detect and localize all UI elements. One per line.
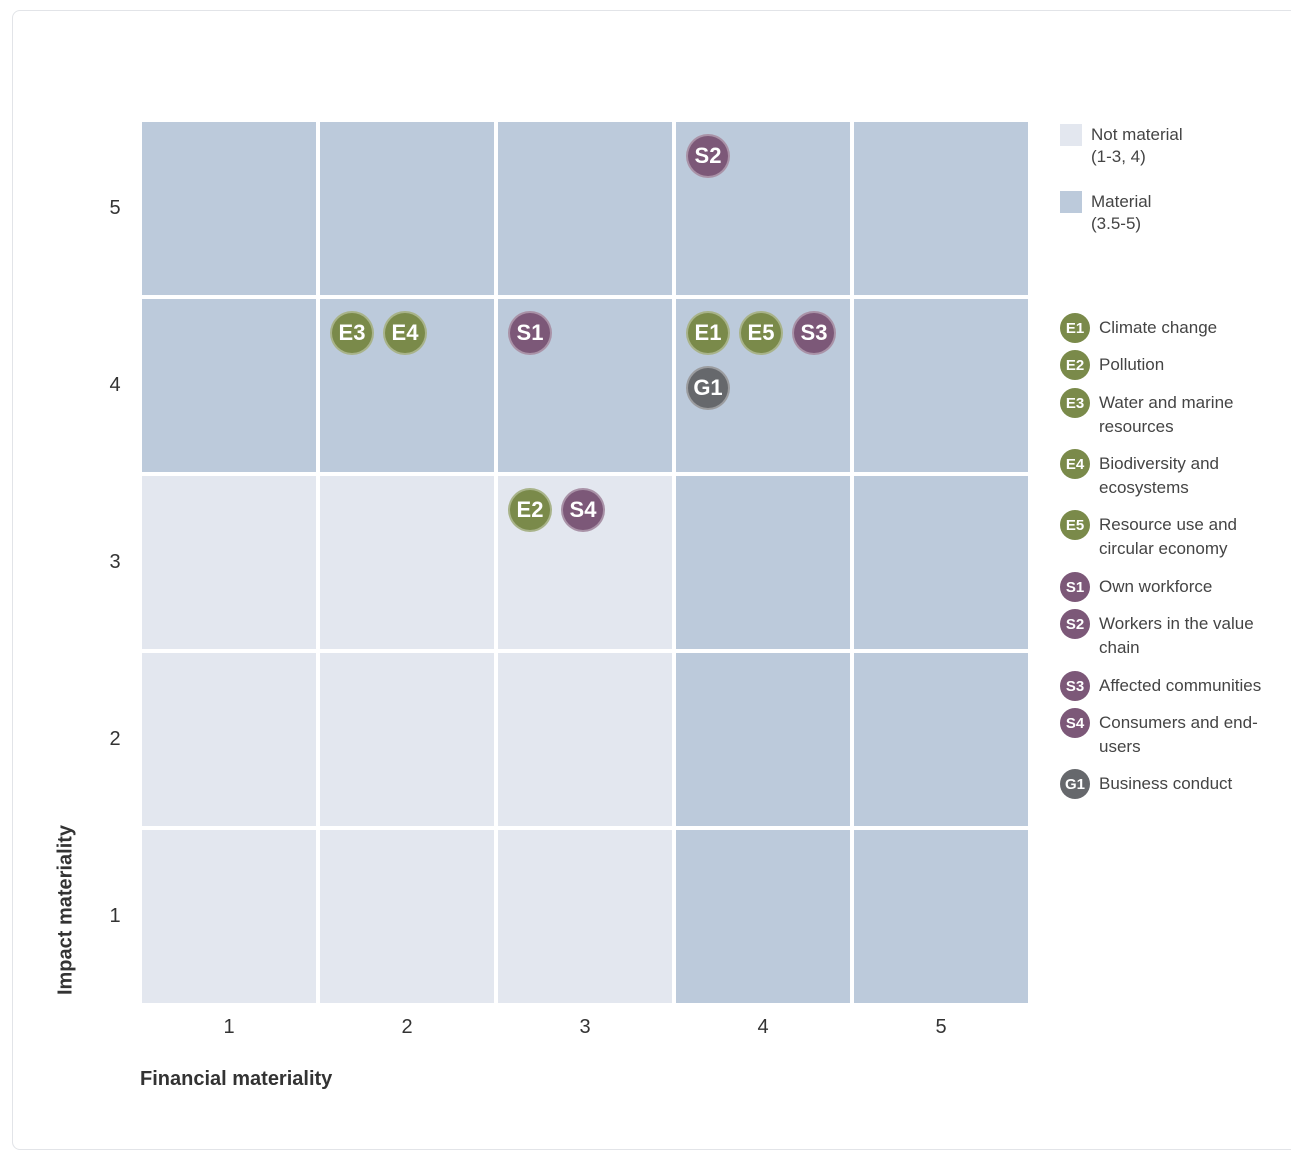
- topic-point[interactable]: S1: [508, 311, 552, 355]
- legend-swatch-material: [1060, 191, 1082, 213]
- x-tick-label: 2: [401, 1016, 413, 1038]
- materiality-grid: S2 E3 E4 S1 E1 E5 S3 G1 E2 S4: [140, 120, 1031, 1007]
- legend-topic-badge: E1: [1060, 313, 1090, 343]
- x-tick-label: 3: [579, 1016, 591, 1038]
- grid-cell: [854, 122, 1028, 295]
- legend-swatch-not-material: [1060, 124, 1082, 146]
- legend-topic-badge: S3: [1060, 671, 1090, 701]
- x-tick-label: 5: [935, 1016, 947, 1038]
- legend-topic-label: Water and marine resources: [1099, 393, 1234, 436]
- grid-cell: [142, 653, 316, 826]
- legend-topic-label: Affected communities: [1099, 676, 1262, 695]
- grid-cell: [676, 476, 850, 649]
- legend-topic-badge: S1: [1060, 572, 1090, 602]
- x-axis-label: Financial materiality: [140, 1068, 333, 1090]
- grid-cell: [320, 830, 494, 1003]
- legend-scale-range: (1-3, 4): [1091, 147, 1146, 166]
- grid-cell: [854, 299, 1028, 472]
- y-tick-label: 2: [109, 727, 121, 750]
- legend-scale-name: Material: [1091, 192, 1152, 211]
- topic-point[interactable]: S4: [561, 488, 605, 532]
- topic-point[interactable]: E3: [330, 311, 374, 355]
- grid-cell: [320, 122, 494, 295]
- topic-point[interactable]: E2: [508, 488, 552, 532]
- legend-topic-label: Pollution: [1099, 355, 1165, 374]
- topic-point[interactable]: G1: [686, 366, 730, 410]
- grid-cell: [320, 476, 494, 649]
- legend-topic-label: Biodiversity and ecosystems: [1099, 454, 1220, 497]
- legend-scale-label: Material (3.5-5): [1091, 191, 1151, 235]
- grid-cell: [498, 122, 672, 295]
- legend-topic-label: Consumers and end-users: [1099, 713, 1258, 756]
- topic-point[interactable]: E5: [739, 311, 783, 355]
- grid-cell: [854, 653, 1028, 826]
- legend-topic-label: Resource use and circular economy: [1099, 515, 1237, 558]
- legend-topic-label: Workers in the value chain: [1099, 614, 1254, 657]
- legend-topic-badge: E2: [1060, 350, 1090, 380]
- x-tick-label: 4: [757, 1016, 769, 1038]
- grid-cell: [320, 653, 494, 826]
- grid-cell: [142, 476, 316, 649]
- legend-scale-range: (3.5-5): [1091, 214, 1142, 233]
- topic-point[interactable]: E4: [383, 311, 427, 355]
- topic-point[interactable]: S3: [792, 311, 836, 355]
- legend-topic-label: Business conduct: [1099, 774, 1233, 793]
- grid-cell: [142, 299, 316, 472]
- topic-point[interactable]: E1: [686, 311, 730, 355]
- grid-cell: [498, 653, 672, 826]
- y-tick-label: 3: [109, 550, 121, 573]
- grid-cell: [854, 830, 1028, 1003]
- grid-cell: [142, 830, 316, 1003]
- grid-cell: [498, 830, 672, 1003]
- y-tick-label: 1: [109, 904, 121, 927]
- y-tick-label: 5: [109, 196, 121, 219]
- legend-scale-name: Not material: [1091, 125, 1183, 144]
- legend-scale-label: Not material (1-3, 4): [1091, 124, 1183, 168]
- topic-point[interactable]: S2: [686, 134, 730, 178]
- legend-topic-badge: E4: [1060, 449, 1090, 479]
- grid-cell: [854, 476, 1028, 649]
- grid-cell: [676, 830, 850, 1003]
- legend-topic-badge: S4: [1060, 708, 1090, 738]
- y-axis-label: Impact materiality: [54, 824, 77, 996]
- grid-cell: [142, 122, 316, 295]
- legend-topic-label: Climate change: [1099, 318, 1218, 337]
- legend-topic-badge: S2: [1060, 609, 1090, 639]
- y-tick-label: 4: [109, 373, 121, 396]
- legend-topic-badge: G1: [1060, 769, 1090, 799]
- grid-cell: [676, 653, 850, 826]
- legend-topic-badge: E5: [1060, 510, 1090, 540]
- legend-topic-badge: E3: [1060, 388, 1090, 418]
- legend-topic-label: Own workforce: [1099, 577, 1213, 596]
- x-tick-label: 1: [223, 1016, 235, 1038]
